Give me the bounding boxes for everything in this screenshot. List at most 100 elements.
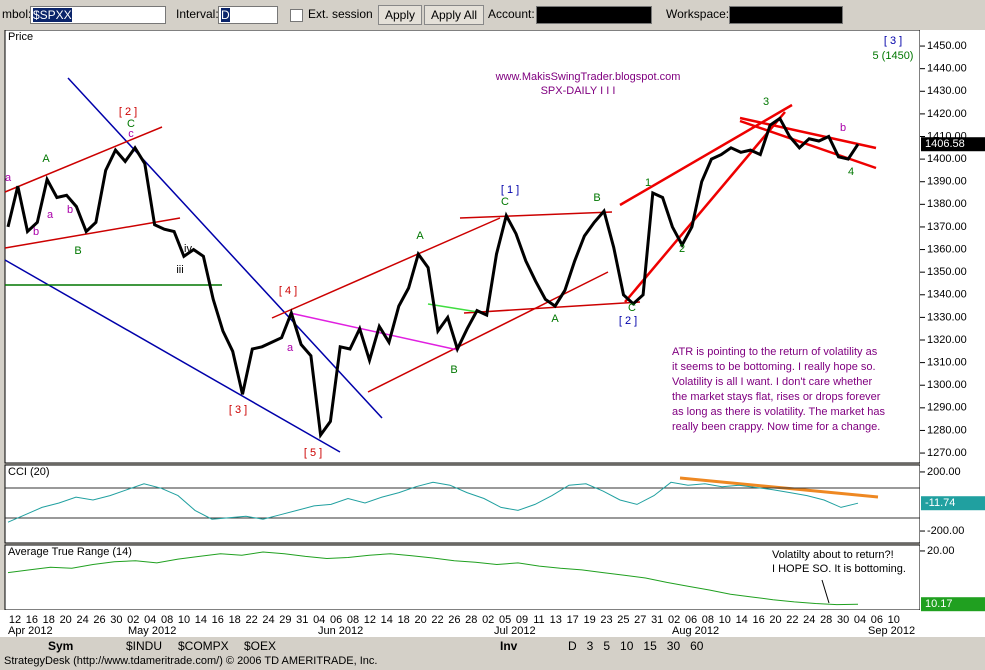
interval-tab[interactable]: 60 (690, 639, 704, 653)
panel-label: Average True Range (14) (8, 546, 132, 558)
apply-all-button[interactable]: Apply All (424, 5, 485, 25)
interval-tab[interactable]: D (568, 639, 577, 653)
cci-panel (4, 464, 921, 544)
x-tick-label: 26 (448, 614, 460, 626)
last-value-label: 10.17 (925, 598, 953, 610)
wave-label: b (33, 226, 39, 238)
y-tick-label: 1300.00 (927, 379, 967, 391)
wave-label: a (47, 209, 54, 221)
y-tick-label: 1290.00 (927, 402, 967, 414)
x-tick-label: 02 (482, 614, 494, 626)
y-tick-label: 1340.00 (927, 289, 967, 301)
x-tick-label: 20 (769, 614, 781, 626)
note-line: I HOPE SO. It is bottoming. (772, 563, 906, 575)
wave-label: [ 5 ] (304, 447, 322, 459)
x-tick-label: 22 (431, 614, 443, 626)
tab[interactable]: Inv (500, 639, 518, 653)
month-label: May 2012 (128, 625, 176, 637)
interval-tab[interactable]: 30 (666, 639, 681, 653)
x-tick-label: 13 (550, 614, 562, 626)
y-tick-label: 1350.00 (927, 266, 967, 278)
wave-label: A (551, 313, 559, 325)
y-tick-label: 1270.00 (927, 447, 967, 459)
x-tick-label: 24 (262, 614, 274, 626)
account-select[interactable] (536, 6, 652, 24)
interval-tab[interactable]: 5 (603, 639, 611, 653)
note-line: really been crappy. Now time for a chang… (672, 421, 880, 433)
x-tick-label: 09 (516, 614, 528, 626)
interval-tab[interactable]: 10 (620, 639, 634, 653)
x-tick-label: 08 (702, 614, 714, 626)
wave-label: B (593, 192, 600, 204)
label: Account: (488, 7, 535, 21)
status-bar: StrategyDesk (http://www.tdameritrade.co… (4, 655, 378, 667)
wave-label: [ 2 ] (619, 315, 637, 327)
x-tick-label: 06 (685, 614, 697, 626)
series-line (7, 481, 859, 523)
y-tick-label: 1310.00 (927, 357, 967, 369)
x-tick-label: 06 (871, 614, 883, 626)
x-tick-label: 28 (465, 614, 477, 626)
wave-label: [ 2 ] (119, 106, 137, 118)
chart: Price CCI (20) Average True Range (14) w… (0, 30, 985, 637)
checkbox[interactable] (290, 9, 303, 22)
x-tick-label: 12 (9, 614, 21, 626)
y-tick-label: 1440.00 (927, 63, 967, 75)
month-label: Aug 2012 (672, 625, 719, 637)
x-tick-label: 26 (93, 614, 105, 626)
x-tick-label: 20 (60, 614, 72, 626)
x-tick-label: 16 (26, 614, 38, 626)
tab[interactable]: $OEX (244, 639, 277, 653)
price-panel (4, 30, 921, 464)
workspace-select[interactable] (729, 6, 843, 24)
note-line: Volatilty about to return?! (772, 549, 894, 561)
tab[interactable]: Sym (48, 639, 74, 653)
month-label: Apr 2012 (8, 625, 53, 637)
x-tick-label: 17 (567, 614, 579, 626)
wave-label: b (840, 122, 846, 134)
x-tick-label: 18 (229, 614, 241, 626)
last-value-box (921, 597, 985, 612)
x-tick-label: 06 (330, 614, 342, 626)
y-tick-label: 1320.00 (927, 334, 967, 346)
tab[interactable]: $COMPX (178, 639, 229, 653)
symbol-select[interactable]: $SPXX (30, 6, 166, 24)
wave-label: C (628, 302, 636, 314)
wave-label: A (42, 153, 50, 165)
last-value-box (921, 137, 985, 152)
x-tick-label: 04 (313, 614, 325, 626)
wave-label: 2 (679, 243, 685, 255)
x-tick-label: 02 (127, 614, 139, 626)
wave-label: 3 (763, 96, 769, 108)
x-tick-label: 22 (786, 614, 798, 626)
last-value-box (921, 496, 985, 511)
label: Ext. session (308, 7, 373, 21)
interval-select[interactable]: D (218, 6, 278, 24)
wave-label: iii (176, 264, 183, 276)
x-tick-label: 20 (414, 614, 426, 626)
wave-label: [ 1 ] (501, 184, 519, 196)
month-label: Jun 2012 (318, 625, 363, 637)
x-tick-label: 24 (76, 614, 88, 626)
panel-label: CCI (20) (8, 466, 50, 478)
tab[interactable]: $INDU (126, 639, 163, 653)
wave-label: C (501, 196, 509, 208)
panel-label: Price (8, 31, 33, 43)
x-tick-label: 12 (364, 614, 376, 626)
label: mbol: (2, 7, 32, 21)
x-tick-label: 27 (634, 614, 646, 626)
x-tick-label: 30 (837, 614, 849, 626)
x-tick-label: 16 (212, 614, 224, 626)
note-line: ATR is pointing to the return of volatil… (672, 346, 878, 358)
series-line (6, 116, 860, 439)
y-tick-label: 1360.00 (927, 243, 967, 255)
interval-tab[interactable]: 3 (586, 639, 594, 653)
apply-button[interactable]: Apply (378, 5, 423, 25)
interval-tab[interactable]: 15 (643, 639, 657, 653)
wave-label: [ 4 ] (279, 285, 297, 297)
y-tick-label: 200.00 (927, 466, 961, 478)
y-tick-label: 1430.00 (927, 85, 967, 97)
value: D (221, 8, 230, 22)
x-tick-label: 18 (43, 614, 55, 626)
wave-label: a (5, 172, 12, 184)
